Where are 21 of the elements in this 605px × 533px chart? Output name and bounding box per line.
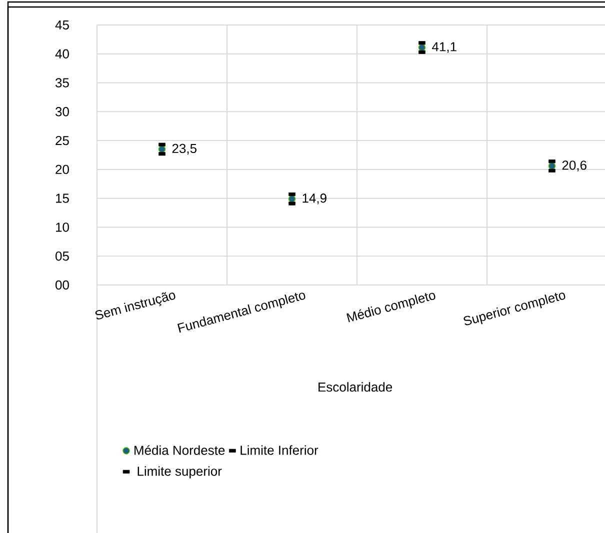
y-tick-label: 25 (56, 136, 69, 146)
legend-label: Limite Inferior (240, 445, 318, 455)
legend-label: Média Nordeste (134, 445, 225, 455)
y-tick-label: 40 (55, 49, 69, 58)
y-tick-label: 30 (56, 107, 69, 116)
x-axis-title: Escolaridade (318, 382, 392, 392)
legend-label: Limite superior (138, 466, 222, 478)
y-tick-label: 15 (56, 194, 69, 203)
x-tick-label: Médio completo (346, 292, 436, 322)
y-tick-label: 05 (56, 252, 69, 261)
y-tick-label: 10 (56, 222, 69, 232)
data-label: 41,1 (432, 42, 456, 53)
y-tick-label: 20 (56, 164, 69, 174)
x-tick-label: Superior completo (464, 292, 566, 326)
y-tick-label: 35 (56, 78, 69, 88)
data-label: 14,9 (302, 194, 326, 204)
x-tick-label: Sem instrução (95, 292, 176, 320)
data-label: 23,5 (172, 144, 196, 155)
y-tick-label: 45 (55, 20, 69, 30)
data-label: 20,6 (562, 160, 586, 172)
y-tick-label: 00 (56, 280, 69, 290)
